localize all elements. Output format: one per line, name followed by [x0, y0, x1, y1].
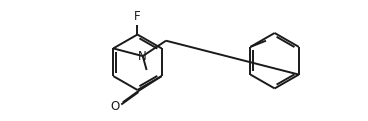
Text: F: F [134, 10, 141, 23]
Text: O: O [110, 100, 120, 113]
Text: N: N [138, 50, 147, 63]
